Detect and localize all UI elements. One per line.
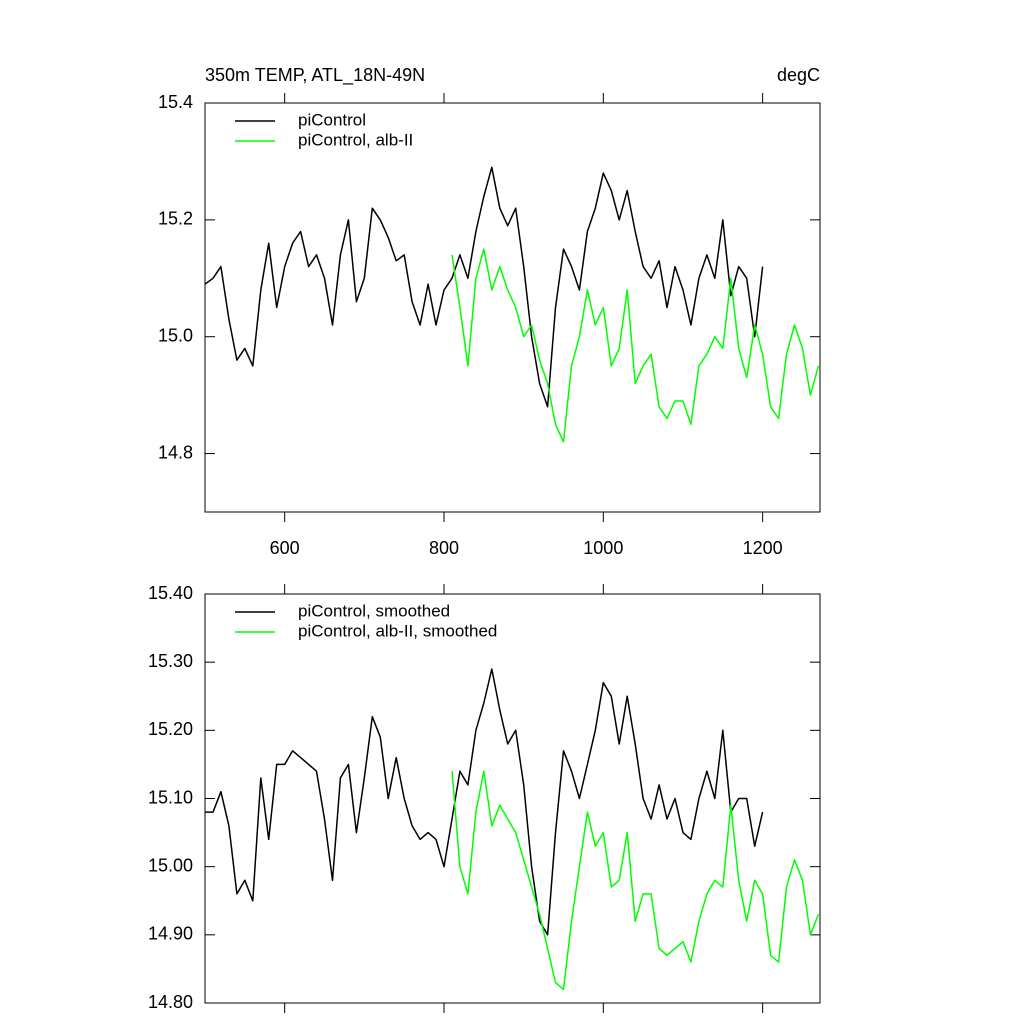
y-tick-label: 15.10 — [148, 787, 193, 807]
y-tick-label: 15.00 — [148, 855, 193, 875]
x-tick-label: 800 — [429, 538, 459, 558]
y-tick-label: 14.80 — [148, 992, 193, 1012]
y-tick-label: 14.8 — [158, 442, 193, 462]
y-tick-label: 15.40 — [148, 583, 193, 603]
data-line — [205, 668, 764, 936]
x-tick-label: 1000 — [583, 538, 623, 558]
legend-label: piControl — [298, 110, 366, 129]
y-tick-label: 15.30 — [148, 651, 193, 671]
legend-label: piControl, alb-II, smoothed — [298, 621, 497, 640]
y-tick-label: 15.2 — [158, 209, 193, 229]
y-tick-label: 15.0 — [158, 325, 193, 345]
y-tick-label: 14.90 — [148, 924, 193, 944]
plot-frame — [204, 593, 821, 1004]
legend-label: piControl, alb-II — [298, 130, 413, 149]
x-tick-label: 600 — [270, 538, 300, 558]
x-tick-label: 1200 — [743, 538, 783, 558]
chart-title: 350m TEMP, ATL_18N-49N — [205, 65, 425, 86]
legend-label: piControl, smoothed — [298, 601, 450, 620]
y-tick-label: 15.4 — [158, 92, 193, 112]
data-line — [204, 166, 764, 408]
y-tick-label: 15.20 — [148, 719, 193, 739]
units-label: degC — [777, 65, 820, 85]
data-line — [451, 770, 820, 991]
plot-frame — [204, 102, 821, 513]
data-line — [451, 248, 820, 443]
